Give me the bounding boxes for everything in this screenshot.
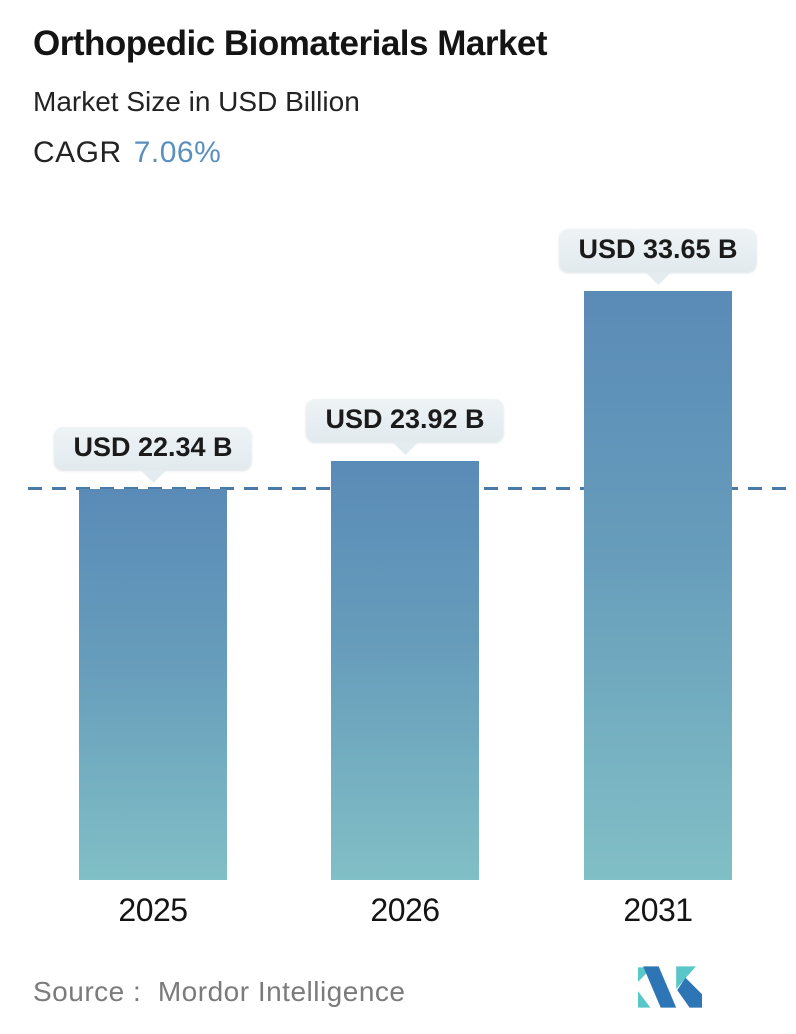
bubble-pointer (644, 272, 671, 285)
source-value: Mordor Intelligence (157, 976, 406, 1007)
chart-subtitle: Market Size in USD Billion (33, 86, 360, 117)
page-title: Orthopedic Biomaterials Market (33, 24, 548, 63)
cagr-label: CAGR (33, 136, 122, 169)
bubble-pointer (391, 442, 418, 455)
value-label: USD 22.34 B (73, 432, 233, 462)
x-axis-label-2025: 2025 (118, 892, 188, 928)
value-bubble-2031: USD 33.65 B (559, 229, 757, 285)
source-label: Source : (33, 976, 142, 1007)
x-axis-label-2031: 2031 (623, 892, 693, 928)
bar-2026 (331, 461, 479, 880)
bar-2025 (79, 489, 227, 880)
bar-2031 (584, 291, 732, 880)
mordor-intelligence-logo-icon (638, 966, 702, 1008)
cagr-row: CAGR 7.06% (33, 136, 221, 170)
value-bubble-2026: USD 23.92 B (306, 399, 504, 455)
bubble-pointer (139, 470, 166, 483)
value-bubble-2025: USD 22.34 B (54, 427, 252, 483)
value-label: USD 23.92 B (325, 404, 485, 434)
value-label: USD 33.65 B (578, 234, 738, 264)
cagr-value: 7.06% (133, 136, 222, 169)
source-attribution: Source : Mordor Intelligence (33, 976, 405, 1008)
x-axis-label-2026: 2026 (370, 892, 440, 928)
